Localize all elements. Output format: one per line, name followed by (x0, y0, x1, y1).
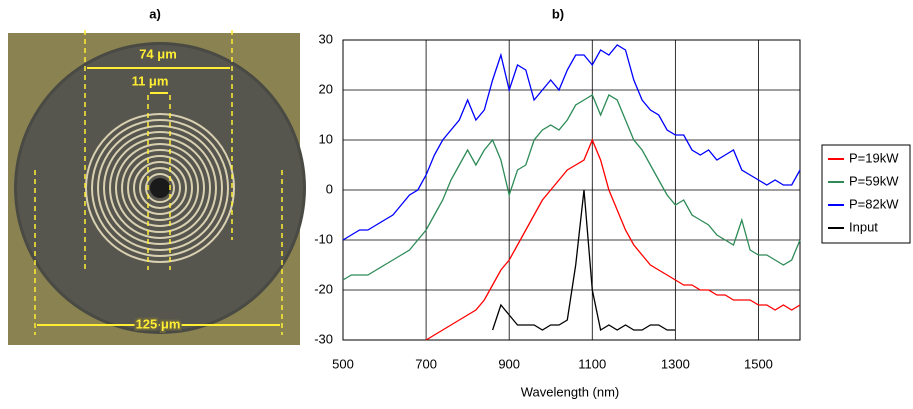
legend-box (821, 144, 911, 244)
y-tick-label: 10 (319, 131, 333, 146)
y-tick-label: 30 (319, 31, 333, 46)
micrograph: 74 μm 11 μm 125 μm (8, 30, 306, 345)
x-tick-label: 900 (498, 356, 520, 371)
x-tick-label: 700 (415, 356, 437, 371)
panel-label: a) (149, 6, 161, 21)
series-line (425, 138, 801, 341)
x-tick-label: 500 (332, 356, 354, 371)
series-line (342, 44, 801, 241)
y-tick-label: 0 (326, 181, 333, 196)
y-tick-label: 20 (319, 81, 333, 96)
series-line (342, 94, 801, 281)
chart-title: b) (552, 6, 564, 21)
y-tick-label: -20 (314, 281, 333, 296)
legend-label: Input (849, 219, 878, 234)
dimension-label: 125 μm (136, 316, 181, 331)
dimension-label: 11 μm (132, 73, 169, 88)
x-tick-label: 1500 (744, 356, 773, 371)
x-tick-label: 1100 (578, 356, 606, 371)
dimension-label: 74 μm (139, 46, 177, 61)
y-tick-label: -10 (314, 231, 333, 246)
x-tick-label: 1300 (661, 356, 690, 371)
y-tick-label: -30 (314, 331, 333, 346)
x-axis-label: Wavelength (nm) (521, 384, 620, 399)
legend-label: P=59kW (849, 173, 899, 188)
plot-frame (342, 39, 801, 341)
series-line (491, 189, 676, 332)
legend-label: P=82kW (849, 196, 899, 211)
legend-label: P=19kW (849, 150, 899, 165)
